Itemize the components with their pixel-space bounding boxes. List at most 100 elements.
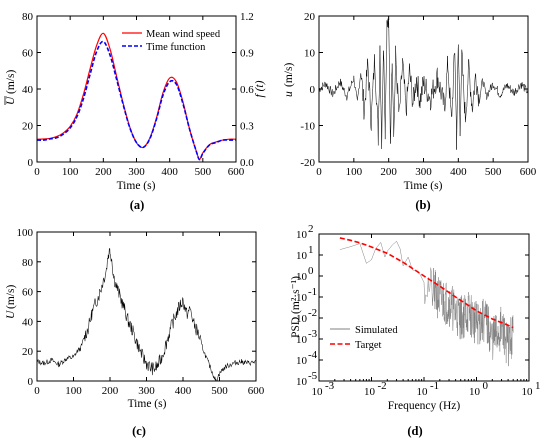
panel-b-y-tick-label: 0 bbox=[310, 84, 316, 96]
panel-b-y-tick-label: 10 bbox=[304, 48, 316, 60]
panel-a-y2-label: f (t) bbox=[254, 80, 266, 97]
panel-d-x-tick-exponent: 1 bbox=[535, 380, 541, 392]
legend-label-mean-wind-speed: Mean wind speed bbox=[146, 29, 221, 40]
panel-a-y-tick-label: 40 bbox=[22, 84, 34, 96]
panel-a-y2-tick-label: 1.2 bbox=[240, 11, 254, 23]
panel-c-y-tick-label: 80 bbox=[22, 257, 34, 269]
panel-b-y-tick-label: -10 bbox=[300, 121, 315, 133]
panel-d-y-tick-label: 10 bbox=[296, 229, 308, 241]
panel-d-y-tick-label: 10 bbox=[296, 313, 308, 325]
legend-label-simulated: Simulated bbox=[355, 325, 398, 336]
panel-a-y-label-symbol: U bbox=[5, 96, 17, 105]
panel-b-label: (b) bbox=[415, 198, 430, 212]
series-target-psd-line bbox=[339, 237, 514, 329]
legend-label-time-function: Time function bbox=[146, 42, 206, 53]
panel-d-y-tick-label: 10 bbox=[296, 376, 308, 388]
panel-d-x-label: Frequency (Hz) bbox=[388, 400, 461, 412]
panel-b-y-label-unit: (m/s) bbox=[283, 63, 295, 87]
panel-b-x-label: Time (s) bbox=[404, 180, 443, 192]
legend-label-target: Target bbox=[355, 340, 382, 351]
panel-b-y-label-symbol: u bbox=[283, 91, 295, 97]
panel-d-y-tick-label: 10 bbox=[296, 292, 308, 304]
panel-c-y-tick-label: 0 bbox=[28, 376, 34, 388]
panel-b-x-tick-label: 600 bbox=[520, 166, 537, 178]
panel-c-y-tick-label: 40 bbox=[22, 316, 34, 328]
panel-a-y-label-unit: (m/s) bbox=[5, 70, 17, 94]
panel-d-y-tick-exponent: 0 bbox=[308, 265, 314, 277]
panel-d-y-tick-exponent: -5 bbox=[308, 370, 318, 382]
panel-a-x-tick-label: 500 bbox=[195, 166, 212, 178]
panel-c-x-tick-label: 300 bbox=[138, 385, 155, 397]
panel-d-y-tick-label: 10 bbox=[296, 355, 308, 367]
panel-a-y2-tick-label: 0.3 bbox=[240, 121, 254, 133]
panel-a-x-tick-label: 400 bbox=[161, 166, 178, 178]
panel-b-x-tick-label: 0 bbox=[316, 166, 322, 178]
panel-a-legend: Mean wind speed Time function bbox=[122, 29, 221, 53]
panel-d-y-tick-exponent: -4 bbox=[308, 349, 318, 361]
panel-b-x-tick-label: 500 bbox=[485, 166, 502, 178]
panel-a-label: (a) bbox=[130, 198, 145, 212]
panel-a-y-tick-label: 0 bbox=[28, 157, 34, 169]
panel-a-x-label: Time (s) bbox=[117, 180, 156, 192]
panel-d-x-tick-label: 10 bbox=[522, 386, 534, 398]
panel-b-x-tick-label: 300 bbox=[415, 166, 432, 178]
panel-a-x-tick-label: 100 bbox=[62, 166, 79, 178]
panel-b-x-tick-label: 100 bbox=[346, 166, 363, 178]
panel-c-y-label-symbol: U bbox=[5, 310, 17, 319]
panel-a-mean-wind-and-time-function: 0 100 200 300 400 500 600 0 20 40 60 80 0.0 0.3 0.6 0.9… bbox=[4, 11, 266, 212]
panel-d-x-tick-exponent: -2 bbox=[378, 380, 387, 392]
panel-d-y-tick-exponent: 1 bbox=[308, 244, 314, 256]
panel-d-y-tick-exponent: 2 bbox=[308, 223, 314, 235]
panel-d-y-tick-label: 10 bbox=[296, 250, 308, 262]
panel-d-x-tick-label: 10 bbox=[469, 386, 481, 398]
panel-b-fluctuating-wind: 0 100 200 300 400 500 600 -20 -10 0 10 20 u (m/s) T… bbox=[283, 11, 537, 212]
panel-b-x-tick-label: 200 bbox=[380, 166, 397, 178]
panel-c-y-tick-label: 60 bbox=[22, 287, 34, 299]
panel-c-x-tick-label: 0 bbox=[34, 385, 40, 397]
panel-a-y2-tick-label: 0.6 bbox=[240, 84, 254, 96]
panel-c-x-label: Time (s) bbox=[128, 398, 167, 410]
series-mean-wind-speed-line bbox=[36, 32, 237, 160]
panel-d-y-tick-exponent: -2 bbox=[308, 307, 317, 319]
series-total-wind-speed-line bbox=[36, 248, 257, 382]
panel-d-y-tick-exponent: -3 bbox=[308, 328, 318, 340]
panel-a-x-tick-label: 300 bbox=[128, 166, 145, 178]
panel-a-y2-tick-label: 0.0 bbox=[240, 157, 254, 169]
panel-d-x-tick-exponent: -3 bbox=[325, 380, 335, 392]
panel-d-x-tick-exponent: -1 bbox=[430, 380, 439, 392]
series-time-function-line bbox=[36, 40, 236, 161]
panel-c-x-tick-label: 400 bbox=[175, 385, 192, 397]
panel-c-x-tick-label: 600 bbox=[248, 385, 265, 397]
panel-d-y-label: PSD (m²·s⁻¹) bbox=[290, 276, 302, 338]
panel-b-y-tick-label: -20 bbox=[300, 157, 315, 169]
panel-a-x-tick-label: 0 bbox=[34, 166, 40, 178]
panel-c-x-tick-label: 500 bbox=[211, 385, 228, 397]
series-fluctuating-wind-line bbox=[318, 15, 529, 150]
panel-c-label: (c) bbox=[132, 424, 146, 438]
panel-a-y2-tick-label: 0.9 bbox=[240, 48, 254, 60]
panel-c-y-tick-label: 20 bbox=[22, 346, 34, 358]
panel-d-frame bbox=[318, 233, 530, 382]
panel-c-y-label-unit: (m/s) bbox=[5, 285, 17, 309]
panel-d-legend: Simulated Target bbox=[330, 325, 398, 351]
panel-a-y-tick-label: 80 bbox=[22, 11, 34, 23]
panel-d-x-tick-label: 10 bbox=[417, 386, 429, 398]
panel-b-x-tick-label: 400 bbox=[450, 166, 467, 178]
panel-b-y-tick-label: 20 bbox=[304, 11, 316, 23]
panel-a-y-tick-label: 20 bbox=[22, 121, 34, 133]
panel-a-y-tick-label: 60 bbox=[22, 48, 34, 60]
panel-d-x-tick-label: 10 bbox=[364, 386, 376, 398]
panel-a-x-tick-label: 200 bbox=[95, 166, 112, 178]
panel-d-y-tick-label: 10 bbox=[296, 271, 308, 283]
panel-c-x-tick-label: 100 bbox=[65, 385, 82, 397]
panel-c-y-tick-label: 100 bbox=[17, 227, 34, 239]
panel-c-x-tick-label: 200 bbox=[102, 385, 119, 397]
panel-d-y-tick-label: 10 bbox=[296, 334, 308, 346]
panel-a-x-tick-label: 600 bbox=[228, 166, 245, 178]
panel-d-y-tick-exponent: -1 bbox=[308, 286, 317, 298]
panel-c-frame bbox=[36, 231, 257, 382]
series-simulated-psd-line bbox=[339, 240, 514, 367]
panel-d-power-spectral-density: 10 -3 10 -2 10 -1 10 0 10 110 -510 -410 -310 -210 -110… bbox=[290, 223, 541, 438]
